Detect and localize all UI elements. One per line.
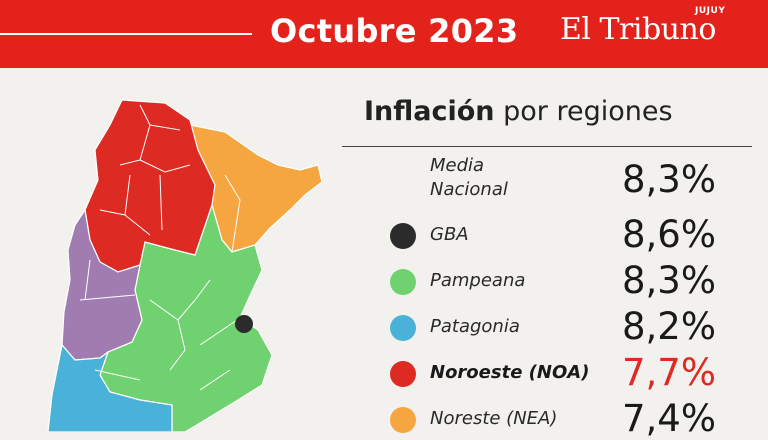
region-label: Noreste (NEA) (430, 408, 558, 429)
map-province-borders (79, 104, 241, 391)
region-dot (390, 269, 416, 295)
map-region-patagonia (47, 343, 173, 432)
region-dot (390, 407, 416, 433)
national-label-line2: Nacional (430, 179, 508, 200)
region-value: 8,2% (622, 305, 716, 348)
region-label: Pampeana (430, 270, 526, 291)
brand-subtitle: JUJUY (695, 6, 726, 16)
national-average-label: Media Nacional (430, 154, 508, 202)
brand-logo: El Tribuno (560, 12, 716, 47)
region-value: 7,4% (622, 397, 716, 440)
section-divider (342, 146, 752, 147)
map-region-noa (84, 99, 216, 273)
region-dot (390, 223, 416, 249)
national-average-value: 8,3% (622, 158, 716, 201)
region-value: 7,7% (622, 351, 716, 394)
argentina-regions-map (47, 99, 323, 432)
region-dot (390, 361, 416, 387)
national-label-line1: Media (430, 155, 485, 176)
region-label: Patagonia (430, 316, 520, 337)
section-title-rest: por regiones (494, 96, 673, 127)
header-bar: Octubre 2023 El Tribuno JUJUY (0, 0, 768, 68)
region-value: 8,6% (622, 213, 716, 256)
header-title: Octubre 2023 (270, 12, 519, 50)
section-title-bold: Inflación (364, 96, 495, 127)
region-value: 8,3% (622, 259, 716, 302)
region-label: Noroeste (NOA) (430, 362, 590, 383)
map-region-gba (235, 315, 253, 333)
header-divider-line (0, 33, 252, 35)
region-dot (390, 315, 416, 341)
region-label: GBA (430, 224, 469, 245)
section-title: Inflación por regiones (364, 96, 673, 127)
